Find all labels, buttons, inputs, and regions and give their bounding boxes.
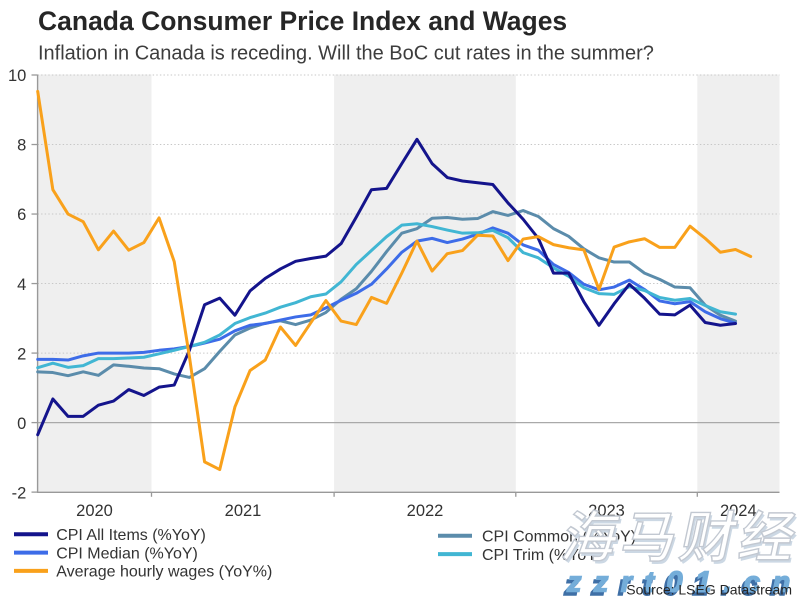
- svg-text:Source: LSEG Datastream: Source: LSEG Datastream: [626, 582, 792, 598]
- svg-text:CPI All Items (%YoY): CPI All Items (%YoY): [56, 527, 206, 544]
- svg-text:2: 2: [17, 345, 26, 363]
- svg-text:2022: 2022: [407, 502, 444, 520]
- svg-text:10: 10: [8, 67, 26, 85]
- svg-text:Canada Consumer Price Index an: Canada Consumer Price Index and Wages: [38, 6, 567, 36]
- svg-text:zzrt01.cn: zzrt01.cn: [563, 570, 800, 601]
- svg-text:4: 4: [17, 276, 26, 294]
- svg-text:2020: 2020: [76, 502, 113, 520]
- svg-text:CPI Median (%YoY): CPI Median (%YoY): [56, 545, 198, 562]
- svg-text:zzrt01.cn: zzrt01.cn: [566, 567, 801, 599]
- svg-text:2024: 2024: [720, 502, 757, 520]
- svg-text:Inflation in Canada is recedin: Inflation in Canada is receding. Will th…: [38, 43, 654, 65]
- svg-text:0: 0: [17, 415, 26, 433]
- svg-text:Average hourly wages (YoY%): Average hourly wages (YoY%): [56, 564, 272, 581]
- svg-text:8: 8: [17, 137, 26, 155]
- svg-text:2021: 2021: [225, 502, 262, 520]
- svg-text:6: 6: [17, 206, 26, 224]
- svg-text:-2: -2: [12, 484, 27, 502]
